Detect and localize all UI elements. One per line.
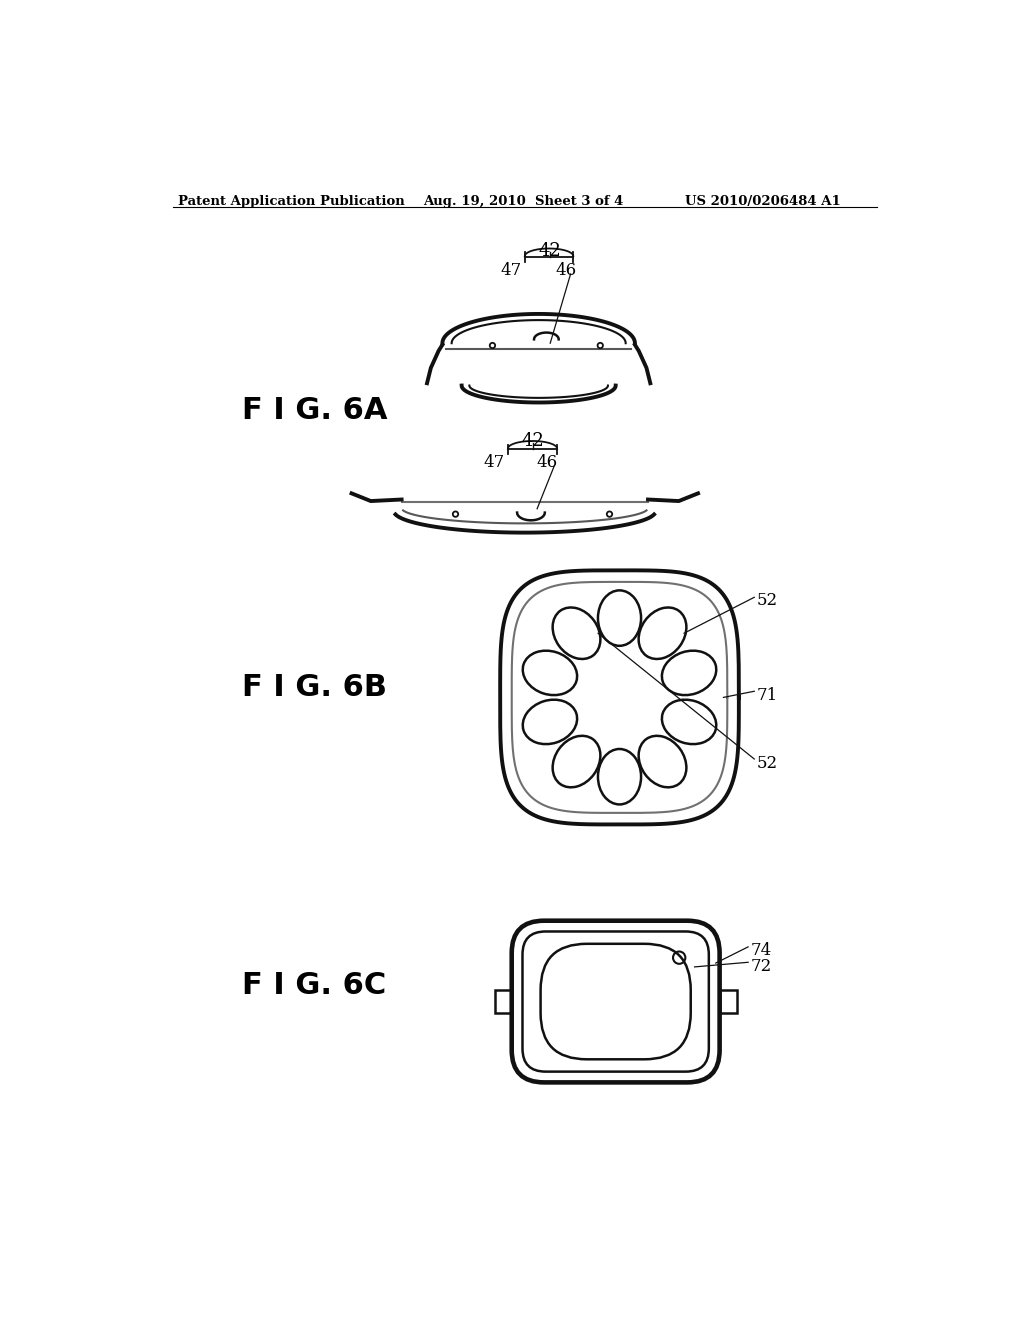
Text: 47: 47 [501, 261, 521, 279]
Text: 52: 52 [757, 591, 777, 609]
Text: Patent Application Publication: Patent Application Publication [178, 195, 406, 209]
Text: 46: 46 [555, 261, 577, 279]
Text: 42: 42 [539, 242, 561, 260]
Text: 47: 47 [483, 454, 505, 471]
Text: 71: 71 [757, 686, 778, 704]
Text: 72: 72 [751, 958, 772, 974]
Text: 74: 74 [751, 942, 772, 960]
Text: F I G. 6C: F I G. 6C [243, 970, 386, 999]
Text: 52: 52 [757, 755, 777, 772]
Text: Aug. 19, 2010  Sheet 3 of 4: Aug. 19, 2010 Sheet 3 of 4 [423, 195, 624, 209]
Text: F I G. 6B: F I G. 6B [243, 673, 387, 702]
Text: F I G. 6A: F I G. 6A [243, 396, 388, 425]
Text: 42: 42 [521, 432, 544, 450]
Text: US 2010/0206484 A1: US 2010/0206484 A1 [685, 195, 841, 209]
Text: 46: 46 [537, 454, 557, 471]
